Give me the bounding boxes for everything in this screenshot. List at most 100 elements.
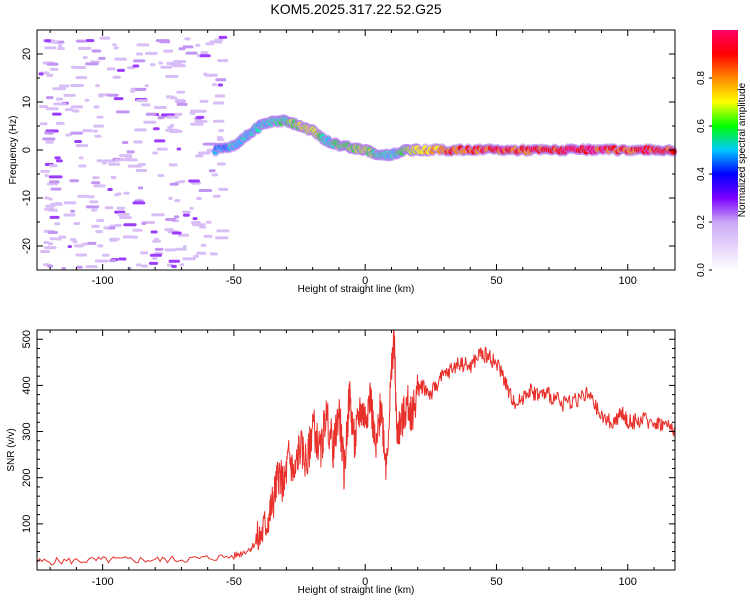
figure-title: KOM5.2025.317.22.52.G25	[270, 1, 441, 17]
noise-blob	[40, 249, 51, 253]
noise-blob	[123, 223, 137, 227]
snr-plot-area	[37, 330, 675, 570]
colorbar-tick-label: 0.2	[696, 215, 707, 229]
noise-blob	[73, 222, 81, 226]
noise-blob	[211, 83, 218, 87]
x-tick-label: 100	[619, 275, 637, 287]
noise-blob	[96, 159, 103, 163]
noise-blob	[39, 122, 48, 126]
x-tick-label: 100	[619, 576, 637, 588]
noise-blob	[209, 40, 223, 44]
noise-blob	[52, 112, 62, 116]
noise-blob	[43, 246, 57, 250]
noise-blob	[137, 163, 146, 167]
noise-blob	[133, 140, 143, 144]
noise-blob	[152, 151, 159, 155]
noise-blob	[103, 226, 109, 230]
noise-blob	[152, 256, 158, 260]
noise-blob	[135, 169, 148, 173]
noise-blob	[157, 116, 165, 120]
noise-blob	[141, 221, 147, 225]
noise-blob	[75, 39, 87, 43]
noise-blob	[55, 237, 62, 241]
x-tick-label: 50	[490, 576, 502, 588]
noise-blob	[164, 228, 174, 232]
noise-blob	[134, 128, 147, 132]
noise-blob	[92, 176, 100, 180]
noise-blob	[117, 212, 130, 216]
noise-blob	[63, 93, 76, 97]
noise-blob	[179, 263, 185, 267]
noise-blob	[190, 122, 204, 126]
noise-blob	[190, 221, 201, 225]
noise-blob	[150, 230, 158, 234]
noise-blob	[132, 201, 146, 205]
x-tick-label: -50	[226, 275, 242, 287]
noise-blob	[171, 264, 177, 268]
noise-blob	[49, 237, 56, 241]
noise-blob	[101, 161, 107, 165]
y-tick-label: 300	[21, 422, 33, 440]
colorbar-tick-label: 0.4	[696, 167, 707, 181]
noise-blob	[107, 188, 113, 192]
noise-blob	[163, 49, 174, 53]
noise-blob	[47, 264, 54, 268]
y-tick-label: 10	[21, 96, 33, 108]
noise-blob	[158, 61, 163, 65]
noise-blob	[58, 43, 63, 47]
y-tick-label: 200	[21, 469, 33, 487]
snr-series-line	[36, 329, 676, 566]
noise-blob	[99, 36, 111, 40]
noise-blob	[44, 39, 52, 43]
noise-blob	[71, 65, 77, 69]
noise-blob	[159, 40, 171, 44]
noise-blob	[112, 75, 121, 79]
noise-blob	[101, 253, 110, 257]
noise-blob	[85, 39, 95, 43]
noise-blob	[96, 219, 105, 223]
noise-blob	[70, 84, 84, 88]
noise-blob	[82, 129, 93, 133]
noise-blob	[204, 73, 218, 77]
y-tick-label: 0	[21, 147, 33, 153]
noise-blob	[179, 180, 186, 184]
noise-blob	[132, 59, 146, 63]
noise-blob	[85, 205, 100, 209]
noise-blob	[135, 52, 143, 56]
noise-blob	[114, 193, 119, 197]
noise-blob	[161, 113, 175, 117]
noise-blob	[114, 223, 122, 227]
noise-blob	[40, 169, 50, 173]
noise-blob	[153, 105, 167, 109]
noise-blob	[170, 63, 183, 67]
noise-blob	[154, 139, 166, 143]
spectrogram-x-ticks: -100 -50 0 50 100	[49, 30, 655, 287]
noise-blob	[173, 215, 180, 219]
noise-blob	[136, 263, 142, 267]
colorbar-tick-label: 0.8	[696, 71, 707, 85]
y-tick-label: 20	[21, 48, 33, 60]
noise-blob	[97, 244, 104, 248]
noise-blob	[70, 209, 76, 213]
noise-blob	[173, 112, 183, 116]
noise-blob	[217, 59, 229, 63]
noise-blob	[48, 197, 53, 201]
x-tick-label: -100	[92, 275, 114, 287]
noise-blob	[199, 99, 209, 103]
noise-blob	[42, 137, 56, 141]
noise-blob	[209, 252, 218, 256]
noise-blob	[85, 265, 98, 269]
noise-blob	[84, 98, 90, 102]
noise-blob	[113, 46, 119, 50]
noise-blob	[198, 225, 207, 229]
noise-blob	[45, 107, 59, 111]
noise-blob	[149, 253, 162, 257]
noise-blob	[140, 251, 149, 255]
colorbar-tick-label: 0.0	[696, 263, 707, 277]
noise-blob	[46, 62, 59, 66]
noise-blob	[116, 110, 130, 114]
noise-blob	[75, 253, 88, 257]
noise-blob	[169, 129, 183, 133]
noise-blob	[49, 67, 59, 71]
noise-blob	[148, 261, 159, 265]
